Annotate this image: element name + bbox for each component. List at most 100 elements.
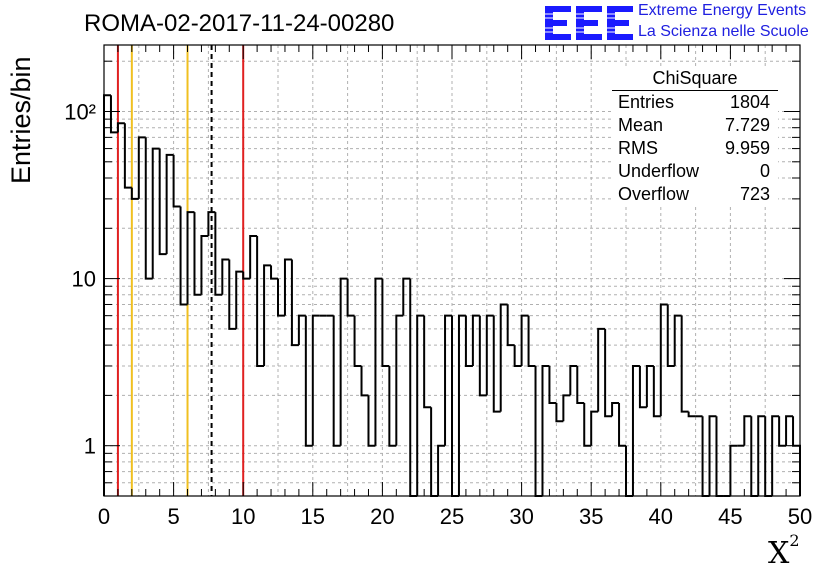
stats-row-underflow: Underflow 0 <box>618 161 770 183</box>
histogram-bin <box>103 94 111 496</box>
y-tick-label: 1 <box>84 434 96 459</box>
histogram-bin <box>604 328 613 418</box>
histogram-bin <box>680 315 689 413</box>
histogram-bin <box>611 402 620 417</box>
eee-logo <box>543 6 638 40</box>
histogram-bin <box>221 258 230 295</box>
histogram-bin <box>353 315 362 367</box>
histogram-bin <box>471 314 480 366</box>
histogram-bin <box>659 303 668 417</box>
histogram-bin <box>374 277 383 446</box>
histogram-bin <box>576 365 585 405</box>
chart-title: ROMA-02-2017-11-24-00280 <box>84 10 395 37</box>
histogram-bin <box>451 315 459 497</box>
histogram-bin <box>297 314 306 346</box>
histogram-bin <box>179 206 188 306</box>
histogram-bin <box>367 395 376 447</box>
histogram-bin <box>743 415 752 446</box>
stats-row-overflow: Overflow 723 <box>618 184 770 206</box>
histogram-bin <box>673 314 682 366</box>
stats-value: 7.729 <box>724 115 770 135</box>
histogram-bin <box>687 411 696 418</box>
histogram-bin <box>130 187 139 200</box>
histogram-bin <box>137 136 146 199</box>
x-tick-label: 25 <box>440 504 464 529</box>
histogram-bin <box>416 314 425 496</box>
x-axis-label: Χ2 <box>768 531 800 571</box>
logo-text-line2: La Scienza nelle Scuole <box>638 23 809 40</box>
histogram-bin <box>569 364 578 396</box>
histogram-bin <box>346 278 355 317</box>
x-tick-label: 15 <box>301 504 325 529</box>
stats-box-name: ChiSquare <box>652 68 738 88</box>
histogram-bin <box>123 123 132 189</box>
histogram-bin <box>590 410 599 446</box>
histogram-bin <box>618 403 626 447</box>
histogram-bin <box>172 154 181 208</box>
histogram-bin <box>186 211 195 305</box>
histogram-bin <box>457 314 466 496</box>
stats-row-rms: RMS 9.959 <box>618 138 770 160</box>
stats-value: 0 <box>759 161 770 181</box>
histogram-bin <box>631 364 640 496</box>
histogram-bin <box>158 148 167 256</box>
stats-row-mean: Mean 7.729 <box>618 115 770 137</box>
histogram-bin <box>757 415 766 496</box>
histogram-bin <box>520 314 529 366</box>
histogram-bin <box>263 264 272 366</box>
histogram-bin <box>764 416 773 497</box>
stats-key: Overflow <box>618 184 690 204</box>
histogram-bin <box>492 315 501 413</box>
x-tick-label: 45 <box>718 504 742 529</box>
histogram-bin <box>235 270 244 329</box>
histogram-bin <box>200 234 209 295</box>
histogram-bin <box>485 314 494 396</box>
histogram-bin <box>771 415 780 496</box>
logo-text-line1: Extreme Energy Events <box>638 2 807 19</box>
histogram-bin <box>583 403 592 447</box>
histogram-bin <box>729 444 738 496</box>
histogram-bin <box>506 304 515 347</box>
x-tick-label: 50 <box>788 504 812 529</box>
x-tick-label: 0 <box>98 504 110 529</box>
histogram-bin <box>478 315 487 397</box>
histogram-bin <box>256 235 265 367</box>
histogram-bin <box>645 364 654 408</box>
x-tick-label: 10 <box>231 504 255 529</box>
histogram-bin <box>652 365 661 418</box>
histogram-bin <box>541 364 550 496</box>
histogram-bin <box>290 259 299 347</box>
histogram-bin <box>701 416 710 497</box>
histogram-bin <box>464 315 473 367</box>
x-tick-label: 5 <box>167 504 179 529</box>
histogram-bin <box>249 234 258 279</box>
histogram-bin <box>527 315 536 367</box>
histogram-bin <box>555 403 564 423</box>
histogram-bin <box>750 416 759 497</box>
histogram-bin <box>395 314 404 446</box>
x-tick-label: 35 <box>579 504 603 529</box>
histogram-bin <box>270 265 278 280</box>
histogram-bin <box>116 122 125 133</box>
stats-box-divider <box>612 90 778 91</box>
histogram-bin <box>708 415 717 496</box>
histogram-bin <box>792 416 801 496</box>
stats-key: Mean <box>618 115 664 135</box>
histogram-bin <box>562 394 571 422</box>
stats-box: ChiSquare Entries 1804 Mean 7.729 RMS 9.… <box>612 66 778 206</box>
histogram-bin <box>666 304 675 367</box>
x-tick-label: 40 <box>649 504 673 529</box>
stats-row-entries: Entries 1804 <box>618 92 770 114</box>
histogram-bin <box>785 415 794 446</box>
x-tick-label: 30 <box>509 504 533 529</box>
stats-key: Underflow <box>618 161 700 181</box>
histogram-bin <box>109 95 118 134</box>
histogram-bin <box>548 365 557 405</box>
histogram-bin <box>277 278 285 317</box>
stats-key: RMS <box>618 138 658 158</box>
histogram-bin <box>228 259 237 330</box>
histogram-bin <box>513 345 522 367</box>
histogram-bin <box>332 315 341 447</box>
histogram-bin <box>151 147 160 279</box>
stats-value: 1804 <box>729 92 770 112</box>
